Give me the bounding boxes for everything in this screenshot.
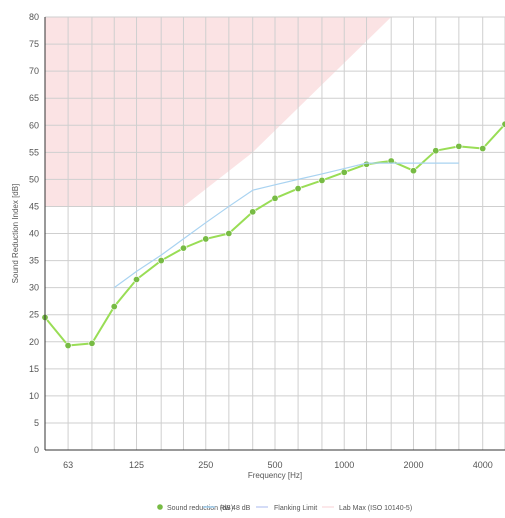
data-point xyxy=(340,168,348,176)
legend: Sound reduction (dB)Rw 48 dB Flanking Lim… xyxy=(157,504,412,512)
data-point xyxy=(249,208,257,216)
x-tick-label: 4000 xyxy=(473,460,493,470)
data-point xyxy=(455,142,463,150)
legend-marker xyxy=(157,504,163,510)
data-point xyxy=(202,235,210,243)
data-point xyxy=(318,176,326,184)
data-point xyxy=(271,194,279,202)
data-point xyxy=(64,342,72,350)
y-tick-label: 30 xyxy=(29,283,39,293)
y-tick-label: 50 xyxy=(29,174,39,184)
data-point xyxy=(225,230,233,238)
data-point xyxy=(88,339,96,347)
y-tick-label: 40 xyxy=(29,229,39,239)
x-tick-label: 63 xyxy=(63,460,73,470)
x-tick-label: 500 xyxy=(267,460,282,470)
data-point xyxy=(432,147,440,155)
lab-max-area-layer xyxy=(45,17,392,207)
y-tick-label: 5 xyxy=(34,418,39,428)
x-tick-label: 2000 xyxy=(403,460,423,470)
y-tick-label: 0 xyxy=(34,445,39,455)
data-point xyxy=(133,276,141,284)
legend-label: Lab Max (ISO 10140-5) xyxy=(339,505,412,512)
x-tick-label: 1000 xyxy=(334,460,354,470)
y-tick-label: 25 xyxy=(29,310,39,320)
lab-max-area xyxy=(45,17,392,207)
data-point xyxy=(409,167,417,175)
y-tick-label: 35 xyxy=(29,256,39,266)
tick-labels: 0 5 10 15 20 25 30 35 40 45 50 55 60 65 70 75 80 63 125 250… xyxy=(29,12,493,470)
legend-label: Flanking Limit xyxy=(274,505,317,512)
x-tick-label: 250 xyxy=(198,460,213,470)
grid xyxy=(44,16,505,451)
x-tick-label: 125 xyxy=(129,460,144,470)
x-axis-label: Frequency [Hz] xyxy=(248,471,302,480)
y-tick-label: 60 xyxy=(29,120,39,130)
y-tick-label: 80 xyxy=(29,12,39,22)
legend-label: Rw 48 dB xyxy=(220,505,251,512)
data-point xyxy=(479,145,487,153)
y-tick-label: 15 xyxy=(29,364,39,374)
data-point xyxy=(110,303,118,311)
y-tick-label: 70 xyxy=(29,66,39,76)
data-point xyxy=(157,257,165,265)
y-tick-label: 55 xyxy=(29,147,39,157)
y-tick-label: 10 xyxy=(29,391,39,401)
y-tick-label: 75 xyxy=(29,39,39,49)
y-tick-label: 20 xyxy=(29,337,39,347)
axes xyxy=(44,17,505,451)
data-point xyxy=(179,244,187,252)
y-tick-label: 65 xyxy=(29,93,39,103)
legend-label: Sound reduction (dB) xyxy=(167,505,233,512)
series-layer xyxy=(41,120,505,350)
y-tick-label: 45 xyxy=(29,201,39,211)
series-line-1 xyxy=(113,162,459,289)
data-point xyxy=(294,185,302,193)
y-axis-label: Sound Reduction Index [dB] xyxy=(11,184,20,284)
